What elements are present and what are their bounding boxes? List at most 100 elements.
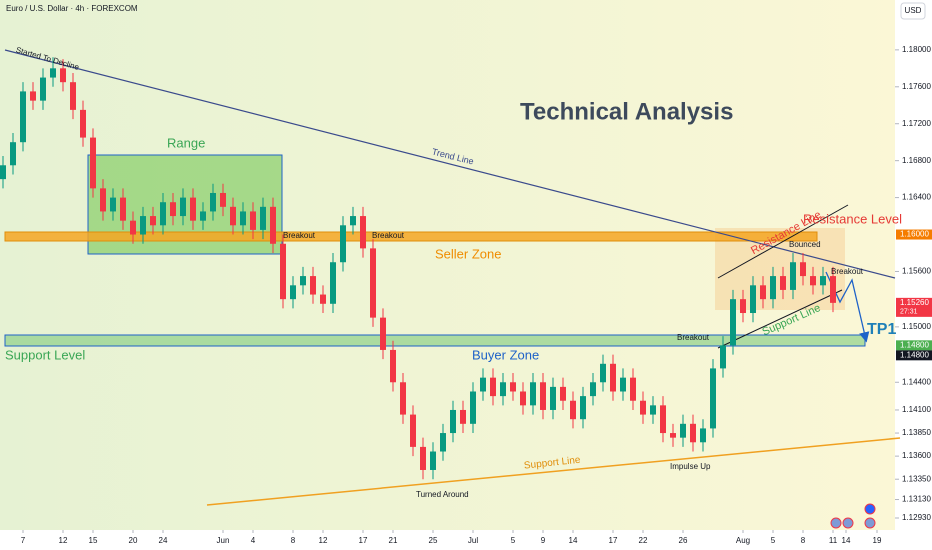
x-tick-label: 24 — [159, 536, 168, 545]
candle-body — [70, 82, 76, 110]
candle-body — [190, 197, 196, 221]
candle-body — [270, 206, 276, 244]
annotation: Bounced — [789, 240, 821, 249]
event-icon[interactable] — [842, 517, 854, 529]
x-tick-label: 8 — [291, 536, 296, 545]
candle-body — [260, 206, 266, 230]
price-label: 1.15260 — [900, 298, 929, 307]
x-tick-label: 17 — [609, 536, 618, 545]
event-icon[interactable] — [830, 517, 842, 529]
annotation: Breakout — [372, 231, 405, 240]
candle-body — [700, 428, 706, 443]
candle-body — [170, 202, 176, 217]
candle-body — [180, 197, 186, 217]
candle-body — [500, 382, 506, 397]
x-tick-label: 5 — [771, 536, 776, 545]
x-tick-label: Aug — [736, 536, 750, 545]
y-tick-label: 1.16400 — [902, 193, 931, 202]
annotation: Resistance Level — [803, 211, 902, 226]
candle-body — [290, 285, 296, 300]
candle-body — [140, 216, 146, 235]
currency[interactable]: USD — [905, 6, 922, 15]
annotation: Buyer Zone — [472, 347, 539, 362]
x-tick-label: 14 — [569, 536, 578, 545]
y-tick-label: 1.17600 — [902, 82, 931, 91]
support-line — [206, 437, 901, 506]
candle-body — [770, 276, 776, 300]
candle-body — [640, 400, 646, 415]
y-tick-label: 1.15600 — [902, 267, 931, 276]
candle-body — [30, 91, 36, 101]
currency-button[interactable] — [900, 2, 926, 20]
candle-body — [590, 382, 596, 397]
candle-body — [820, 276, 826, 286]
event-icon[interactable] — [864, 517, 876, 529]
candle-body — [80, 109, 86, 138]
y-tick-label: 1.12930 — [902, 513, 931, 522]
candle-body — [110, 197, 116, 212]
candle-body — [370, 248, 376, 318]
candle-body — [480, 377, 486, 392]
y-tick-label: 1.16800 — [902, 156, 931, 165]
price-label-box — [896, 350, 932, 361]
x-tick-label: 22 — [639, 536, 648, 545]
candle-body — [440, 433, 446, 452]
annotation: Seller Zone — [435, 246, 501, 261]
price-label-box — [896, 229, 932, 240]
candle-body — [410, 414, 416, 447]
candle-body — [720, 345, 726, 369]
candle-body — [580, 396, 586, 420]
y-tick-label: 1.15000 — [902, 322, 931, 331]
candle-body — [490, 377, 496, 397]
candle-body — [530, 382, 536, 406]
x-tick-label: 14 — [842, 536, 851, 545]
candle-body — [800, 262, 806, 277]
y-tick-label: 1.13600 — [902, 451, 931, 460]
candle-body — [690, 423, 696, 443]
candle-body — [750, 285, 756, 314]
annotation: TP1 — [867, 321, 896, 338]
x-tick-label: 11 — [829, 536, 838, 545]
candle-body — [430, 451, 436, 470]
candle-body — [50, 68, 56, 78]
annotation: Breakout — [831, 267, 864, 276]
candle-body — [380, 317, 386, 350]
annotation: Range — [167, 135, 205, 150]
candle-body — [650, 405, 656, 415]
candle-body — [460, 409, 466, 424]
event-icon[interactable] — [864, 503, 876, 515]
y-tick-label: 1.17200 — [902, 119, 931, 128]
candle-body — [20, 91, 26, 143]
candle-body — [550, 386, 556, 410]
candle-body — [730, 299, 736, 346]
candle-body — [330, 262, 336, 304]
candle-body — [680, 423, 686, 438]
candle-body — [470, 391, 476, 424]
candle-body — [570, 400, 576, 420]
candle-body — [250, 211, 256, 230]
candle-body — [660, 405, 666, 434]
candle-body — [810, 276, 816, 286]
candles — [0, 57, 836, 480]
x-tick-label: 12 — [319, 536, 328, 545]
candle-body — [560, 386, 566, 401]
x-tick-label: 25 — [429, 536, 438, 545]
seller-zone — [4, 231, 818, 242]
candle-body — [0, 165, 6, 180]
candle-body — [780, 276, 786, 290]
candle-body — [210, 192, 216, 212]
candle-body — [510, 382, 516, 392]
candle-body — [540, 382, 546, 410]
candle-body — [760, 285, 766, 300]
x-tick-label: Jul — [468, 536, 478, 545]
annotation: Technical Analysis — [520, 98, 733, 125]
candle-body — [240, 211, 246, 226]
y-tick-label: 1.13350 — [902, 474, 931, 483]
candle-body — [610, 363, 616, 392]
candle-body — [200, 211, 206, 221]
candle-body — [220, 192, 226, 207]
candle-body — [390, 349, 396, 383]
candle-body — [320, 294, 326, 304]
annotation: Impulse Up — [670, 462, 711, 471]
